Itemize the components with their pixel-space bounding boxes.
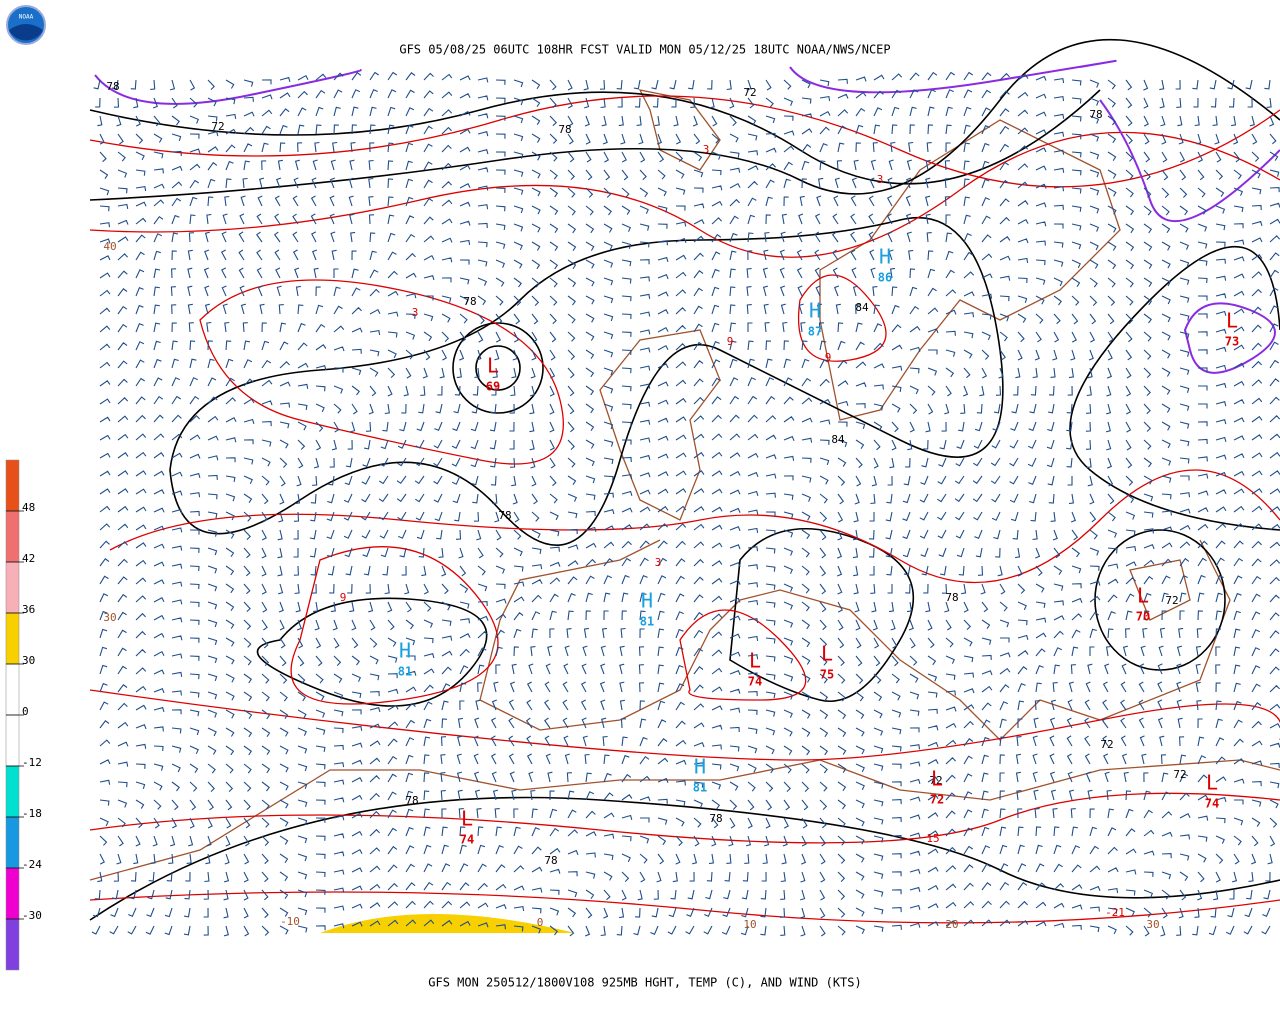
height-label: 78 (498, 509, 511, 522)
temp-label: 15 (926, 832, 939, 845)
center-value: 73 (1225, 335, 1239, 349)
height-label: 78 (106, 80, 119, 93)
height-label: 78 (709, 812, 722, 825)
caption: GFS MON 250512/1800V108 925MB HGHT, TEMP… (428, 976, 861, 990)
temp-label: 3 (412, 306, 419, 319)
height-label: 78 (558, 123, 571, 136)
center-value: 87 (808, 325, 822, 339)
grid-label: -10 (280, 915, 300, 928)
colorbar-label: 0 (22, 705, 29, 718)
center-symbol: L (487, 354, 499, 378)
center-value: 81 (693, 781, 707, 795)
height-label: 78 (945, 591, 958, 604)
height-label: 78 (463, 295, 476, 308)
center-symbol: H (399, 639, 411, 663)
center-value: 74 (460, 833, 474, 847)
height-label: 72 (1173, 768, 1186, 781)
height-label: 84 (855, 301, 869, 314)
wind-barbs (91, 71, 1280, 937)
grid-label: 10 (743, 918, 756, 931)
map: 78 72 78 72 78 84 84 78 78 72 72 72 72 78 78 78 78 3 3 3 9 9 3… (89, 38, 1280, 937)
colorbar: 48 42 36 30 0 -12 -18 -24 -30 (5, 459, 42, 971)
center-symbol: L (461, 807, 473, 831)
colorbar-label: 30 (22, 654, 35, 667)
center-symbol: L (1226, 309, 1238, 333)
colorbar-label: -24 (22, 858, 42, 871)
colorbar-swatch (5, 561, 20, 614)
center-symbol: H (694, 755, 706, 779)
colorbar-swatch (5, 918, 20, 971)
center-value: 70 (1136, 610, 1150, 624)
colorbar-swatch (5, 663, 20, 716)
grid-label: 30 (103, 611, 116, 624)
temp-label: 3 (703, 143, 710, 156)
center-symbol: H (641, 589, 653, 613)
temp-label: -21 (1105, 906, 1125, 919)
center-symbol: H (809, 299, 821, 323)
logo-text: NOAA (19, 14, 34, 21)
temp-label: 3 (655, 556, 662, 569)
center-symbol: H (879, 245, 891, 269)
center-value: 81 (640, 615, 654, 629)
temp-label: 3 (877, 173, 884, 186)
colorbar-label: 48 (22, 501, 35, 514)
height-contours (89, 38, 1280, 921)
temp-label: 9 (340, 591, 347, 604)
height-label: 72 (743, 86, 756, 99)
colorbar-swatch (5, 816, 20, 869)
colorbar-label: -12 (22, 756, 42, 769)
center-value: 72 (930, 793, 944, 807)
colorbar-label: -30 (22, 909, 42, 922)
colorbar-swatch (5, 867, 20, 920)
logo: NOAA (6, 5, 46, 45)
barb-field (91, 71, 1280, 937)
center-symbol: L (749, 649, 761, 673)
center-symbol: L (1137, 584, 1149, 608)
height-label: 78 (544, 854, 557, 867)
grid-label: 20 (945, 918, 958, 931)
temp-fill (320, 914, 575, 933)
height-label: 72 (211, 120, 224, 133)
colorbar-swatch (5, 612, 20, 665)
center-symbol: L (1206, 771, 1218, 795)
map-labels: 78 72 78 72 78 84 84 78 78 72 72 72 72 78 78 78 78 3 3 3 9 9 3… (103, 80, 1239, 931)
temp-contours (89, 95, 1280, 924)
height-label: 78 (1089, 108, 1102, 121)
height-label: 72 (1165, 594, 1178, 607)
center-value: 69 (486, 380, 500, 394)
center-value: 86 (878, 271, 892, 285)
center-value: 74 (1205, 797, 1219, 811)
colorbar-swatch (5, 459, 20, 512)
colorbar-swatch (5, 765, 20, 818)
coastlines (89, 89, 1280, 881)
height-label: 84 (831, 433, 845, 446)
grid-label: 30 (1146, 918, 1159, 931)
center-symbol: L (821, 642, 833, 666)
height-label: 72 (929, 774, 942, 787)
height-label: 72 (1100, 738, 1113, 751)
temp-label: 9 (825, 351, 832, 364)
temp-label: 9 (727, 335, 734, 348)
cold-contours (94, 59, 1280, 374)
center-value: 75 (820, 668, 834, 682)
colorbar-label: 36 (22, 603, 35, 616)
title: GFS 05/08/25 06UTC 108HR FCST VALID MON … (399, 43, 890, 57)
grid-label: 0 (537, 916, 544, 929)
center-symbol: L (931, 767, 943, 791)
center-value: 74 (748, 675, 762, 689)
colorbar-label: 42 (22, 552, 35, 565)
height-label: 78 (405, 794, 418, 807)
colorbar-label: -18 (22, 807, 42, 820)
center-value: 81 (398, 665, 412, 679)
colorbar-swatch (5, 714, 20, 767)
colorbar-swatch (5, 510, 20, 563)
grid-label: 40 (103, 240, 116, 253)
